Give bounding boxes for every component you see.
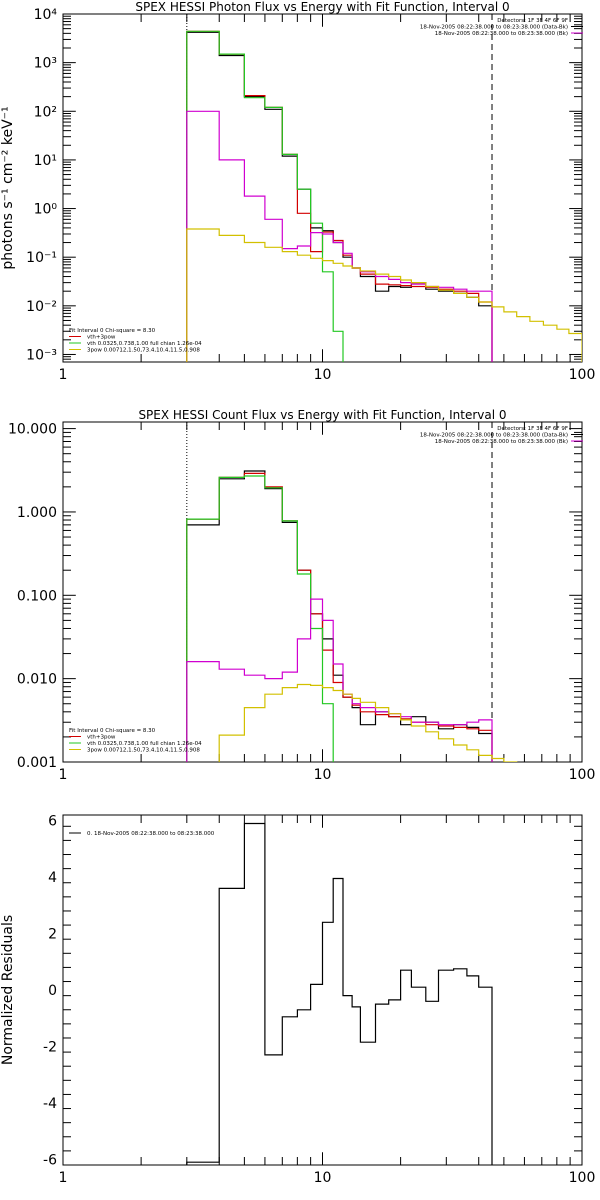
count-panel: SPEX HESSI Count Flux vs Energy with Fit… <box>8 408 596 783</box>
resid-x-tick-label: 10 <box>314 1170 332 1186</box>
count-x-tick-label: 100 <box>569 767 596 783</box>
photon-series-1 <box>186 30 493 362</box>
photon-y-tick-label: 10⁻¹ <box>26 250 57 266</box>
resid-y-tick-label: 4 <box>48 870 57 886</box>
photon-legend-top-entry: 18-Nov-2005 08:22:38.000 to 08:23:38.000… <box>420 25 568 31</box>
count-legend-bottom-header: Fit Interval 0 Chi-square = 8.30 <box>69 728 156 734</box>
count-legend-bottom: Fit Interval 0 Chi-square = 8.30vth+3pow… <box>69 728 202 754</box>
count-title: SPEX HESSI Count Flux vs Energy with Fit… <box>138 408 506 422</box>
count-series-4 <box>218 683 518 762</box>
photon-series-4 <box>186 228 582 362</box>
count-series-group <box>186 470 518 762</box>
resid-series-0 <box>186 822 493 1165</box>
count-legend-bottom-entry: 3pow 0.00712,1.50,73.4,10.4,11.5,0.908 <box>87 748 200 754</box>
photon-y-tick-label: 10³ <box>34 56 57 72</box>
photon-panel: SPEX HESSI Photon Flux vs Energy with Fi… <box>0 0 595 383</box>
photon-legend-top-entry: 18-Nov-2005 08:22:38.000 to 08:23:38.000… <box>435 31 568 37</box>
count-series-1 <box>186 472 493 762</box>
count-y-tick-label: 1.000 <box>17 505 57 521</box>
photon-x-tick-label: 100 <box>569 367 596 383</box>
count-y-tick-label: 0.100 <box>17 588 57 604</box>
photon-legend-bottom-entry: 3pow 0.00712,1.50,73.4,10.4,11.5,0.908 <box>87 348 200 354</box>
count-legend-bottom-entry: vth 0.0325,0.738,1.00 full chian 1.26e-0… <box>87 741 202 747</box>
resid-frame <box>62 814 583 1166</box>
resid-y-tick-label: 6 <box>48 814 57 830</box>
photon-x-tick-label: 1 <box>59 367 68 383</box>
resid-y-tick-label: 0 <box>48 983 57 999</box>
photon-y-tick-label: 10² <box>34 104 57 120</box>
photon-legend-bottom-entry: vth 0.0325,0.738,1.00 full chian 1.26e-0… <box>87 341 202 347</box>
resid-legend-top-entry: 0. 18-Nov-2005 08:22:38.000 to 08:23:38.… <box>87 831 215 837</box>
count-series-0 <box>186 470 493 762</box>
resid-y-tick-label: -6 <box>43 1152 57 1168</box>
photon-series-3 <box>186 110 493 362</box>
photon-legend-bottom-entry: vth+3pow <box>87 335 116 341</box>
photon-legend-bottom: Fit Interval 0 Chi-square = 8.30vth+3pow… <box>69 328 202 354</box>
photon-legend-bottom-header: Fit Interval 0 Chi-square = 8.30 <box>69 328 156 334</box>
resid-y-axis-label: Normalized Residuals <box>0 915 16 1065</box>
photon-y-tick-label: 10⁰ <box>34 202 58 218</box>
photon-y-tick-label: 10¹ <box>34 153 57 169</box>
count-y-tick-label: 10.000 <box>8 422 57 438</box>
resid-y-tick-label: 2 <box>48 927 57 943</box>
count-x-tick-label: 10 <box>314 767 332 783</box>
count-legend-top-entry: 18-Nov-2005 08:22:38.000 to 08:23:38.000… <box>435 439 568 445</box>
resid-panel: 1 10 100 -6 -4 -2 0 2 4 6 Normalized Residuals 0. 1… <box>0 814 595 1186</box>
photon-y-tick-label: 10⁴ <box>34 7 58 23</box>
resid-legend-top: 0. 18-Nov-2005 08:22:38.000 to 08:23:38.… <box>69 831 215 837</box>
count-legend-top-header: Detectors: 1F 3F 4F 6F 9F <box>497 426 568 432</box>
count-frame <box>62 421 583 763</box>
count-y-tick-label: 0.010 <box>17 672 57 688</box>
count-legend-top-entry: 18-Nov-2005 08:22:38.000 to 08:23:38.000… <box>420 433 568 439</box>
photon-y-axis-label: photons s⁻¹ cm⁻² keV⁻¹ <box>0 106 16 269</box>
photon-y-tick-label: 10⁻³ <box>26 347 57 363</box>
count-x-tick-label: 1 <box>59 767 68 783</box>
resid-x-tick-label: 1 <box>59 1170 68 1186</box>
count-legend-bottom-entry: vth+3pow <box>87 735 116 741</box>
photon-series-2 <box>186 30 344 362</box>
photon-y-tick-label: 10⁻² <box>26 299 57 315</box>
photon-x-tick-label: 10 <box>314 367 332 383</box>
count-y-tick-label: 0.001 <box>17 755 57 771</box>
photon-title: SPEX HESSI Photon Flux vs Energy with Fi… <box>135 0 509 14</box>
resid-series-group <box>186 822 493 1165</box>
photon-series-group <box>186 30 582 362</box>
resid-y-tick-label: -4 <box>43 1096 57 1112</box>
count-series-2 <box>186 475 334 762</box>
resid-y-tick-label: -2 <box>43 1039 57 1055</box>
photon-series-0 <box>186 31 493 362</box>
resid-x-tick-label: 100 <box>569 1170 596 1186</box>
photon-legend-top-header: Detectors: 1F 3F 4F 6F 9F <box>497 18 568 24</box>
